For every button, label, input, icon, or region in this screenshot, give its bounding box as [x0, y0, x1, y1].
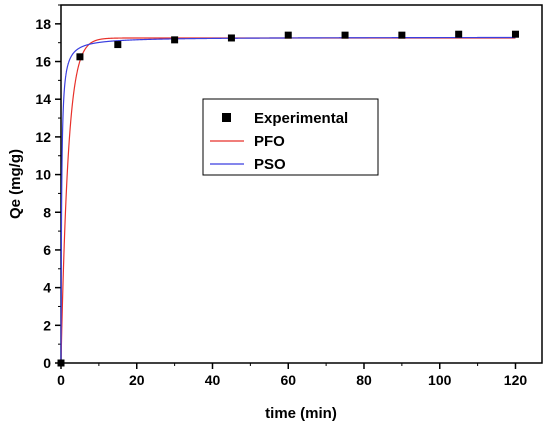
data-point — [455, 30, 463, 38]
x-tick-label: 20 — [129, 372, 145, 388]
y-tick-label: 18 — [35, 16, 51, 32]
legend: Experimental PFO PSO — [202, 98, 379, 176]
legend-label-pfo: PFO — [254, 133, 285, 150]
data-point — [341, 31, 349, 39]
legend-label-experimental: Experimental — [254, 110, 348, 127]
data-point — [227, 34, 235, 42]
x-tick-label: 100 — [428, 372, 452, 388]
x-tick-label: 60 — [280, 372, 296, 388]
y-tick-label: 16 — [35, 54, 51, 70]
y-tick-label: 10 — [35, 167, 51, 183]
y-tick-label: 12 — [35, 129, 51, 145]
axes: 0 20 40 60 80 100 120 0 2 4 6 8 10 12 14 16 18 — [35, 4, 528, 388]
data-point — [114, 41, 122, 49]
data-point — [57, 359, 65, 367]
y-tick-label: 8 — [43, 204, 51, 220]
y-tick-label: 2 — [43, 317, 51, 333]
x-tick-label: 80 — [356, 372, 372, 388]
legend-marker-experimental — [222, 113, 231, 122]
y-tick-label: 6 — [43, 242, 51, 258]
data-point — [76, 53, 84, 61]
data-point — [511, 30, 519, 38]
y-tick-label: 0 — [43, 355, 51, 371]
x-axis-title: time (min) — [265, 405, 337, 422]
plot-frame — [60, 4, 543, 364]
legend-label-pso: PSO — [254, 156, 286, 173]
y-tick-label: 14 — [35, 91, 51, 107]
y-tick-label: 4 — [43, 280, 51, 296]
series-line-pfo — [60, 37, 516, 363]
data-point — [284, 31, 292, 39]
x-tick-label: 0 — [57, 372, 65, 388]
x-tick-label: 120 — [504, 372, 528, 388]
data-point — [398, 31, 406, 39]
series-layer — [57, 30, 519, 367]
x-tick-label: 40 — [205, 372, 221, 388]
legend-box — [202, 98, 379, 176]
y-axis-title: Qe (mg/g) — [7, 149, 24, 219]
data-point — [171, 36, 179, 44]
series-line-pso — [60, 36, 516, 363]
